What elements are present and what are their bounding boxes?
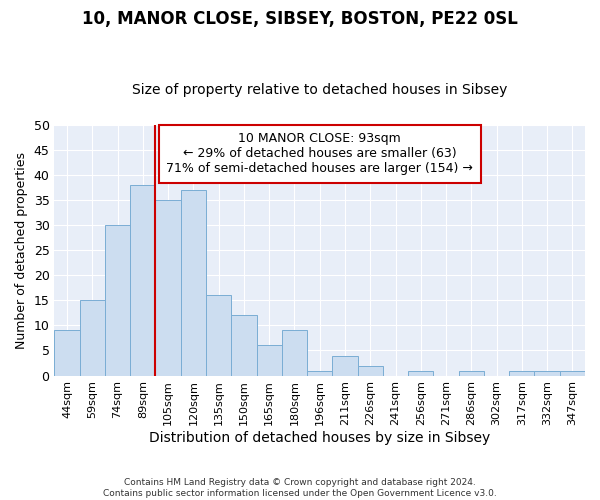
Bar [80,300,105,376]
Bar [307,370,332,376]
Bar [155,200,181,376]
Bar [358,366,383,376]
X-axis label: Distribution of detached houses by size in Sibsey: Distribution of detached houses by size … [149,431,490,445]
Bar [560,370,585,376]
Y-axis label: Number of detached properties: Number of detached properties [15,152,28,348]
Text: 10, MANOR CLOSE, SIBSEY, BOSTON, PE22 0SL: 10, MANOR CLOSE, SIBSEY, BOSTON, PE22 0S… [82,10,518,28]
Bar [105,225,130,376]
Bar [55,330,80,376]
Bar [181,190,206,376]
Bar [408,370,433,376]
Bar [206,296,231,376]
Title: Size of property relative to detached houses in Sibsey: Size of property relative to detached ho… [132,83,508,97]
Text: Contains HM Land Registry data © Crown copyright and database right 2024.
Contai: Contains HM Land Registry data © Crown c… [103,478,497,498]
Bar [509,370,535,376]
Bar [458,370,484,376]
Text: 10 MANOR CLOSE: 93sqm
← 29% of detached houses are smaller (63)
71% of semi-deta: 10 MANOR CLOSE: 93sqm ← 29% of detached … [166,132,473,175]
Bar [257,346,282,376]
Bar [535,370,560,376]
Bar [130,185,155,376]
Bar [282,330,307,376]
Bar [231,316,257,376]
Bar [332,356,358,376]
